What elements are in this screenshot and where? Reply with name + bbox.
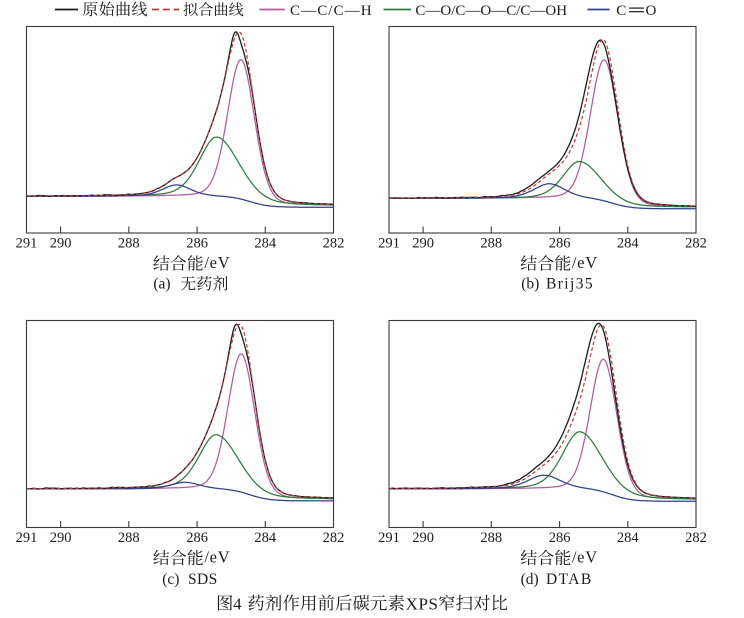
svg-text:C—C/C—H: C—C/C—H [290,3,373,19]
svg-text:291: 291 [16,530,38,546]
svg-text:282: 282 [323,530,345,546]
svg-text:284: 284 [254,530,277,546]
svg-text:C: C [616,3,626,19]
svg-text:290: 290 [412,236,434,252]
svg-text:Brij35: Brij35 [546,276,594,293]
svg-text:C—O/C—O—C/C—OH: C—O/C—O—C/C—OH [415,3,567,19]
svg-text:288: 288 [480,236,502,252]
svg-text:286: 286 [549,236,571,252]
svg-text:284: 284 [254,236,277,252]
svg-text:(b): (b) [521,276,539,293]
svg-text:290: 290 [412,530,434,546]
svg-text:291: 291 [378,530,400,546]
svg-text:291: 291 [16,236,38,252]
svg-text:(a): (a) [153,276,170,293]
svg-text:291: 291 [378,236,400,252]
svg-text:288: 288 [118,530,140,546]
svg-text:286: 286 [186,530,208,546]
svg-text:290: 290 [50,530,72,546]
svg-text:O: O [646,3,657,19]
svg-text:284: 284 [617,236,640,252]
svg-text:284: 284 [617,530,640,546]
svg-text:(c): (c) [162,571,179,588]
svg-text:282: 282 [685,236,707,252]
svg-text:286: 286 [549,530,571,546]
svg-text:/eV: /eV [204,253,230,272]
svg-text:XPS: XPS [406,594,439,613]
svg-text:4: 4 [233,594,242,613]
svg-text:286: 286 [186,236,208,252]
svg-text:SDS: SDS [188,571,218,588]
svg-text:282: 282 [323,236,345,252]
svg-text:(d): (d) [521,571,539,588]
svg-text:288: 288 [480,530,502,546]
svg-text:DTAB: DTAB [546,571,593,588]
svg-text:/eV: /eV [572,548,598,567]
svg-text:282: 282 [685,530,707,546]
svg-text:/eV: /eV [572,253,598,272]
svg-text:288: 288 [118,236,140,252]
svg-text:290: 290 [50,236,72,252]
svg-text:/eV: /eV [204,548,230,567]
